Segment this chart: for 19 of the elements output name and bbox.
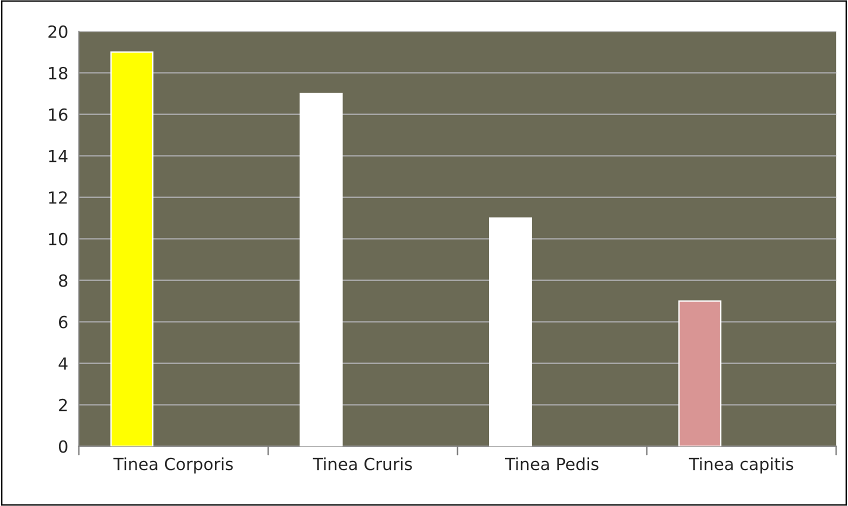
bar <box>488 217 532 446</box>
y-tick-label: 0 <box>58 440 68 453</box>
x-tick-label: Tinea capitis <box>688 457 794 474</box>
x-tick-label: Tinea Pedis <box>505 457 598 470</box>
x-tick-label: Tinea Cruris <box>312 457 412 470</box>
bar <box>678 300 722 446</box>
y-tick-label: 10 <box>49 232 68 246</box>
y-tick-label: 6 <box>59 316 68 328</box>
y-tick-label: 12 <box>49 191 67 204</box>
y-tick-label: 8 <box>58 274 68 287</box>
y-tick-label: 2 <box>59 398 67 412</box>
bar <box>110 51 154 446</box>
y-tick-label: 16 <box>49 108 68 121</box>
y-tick-label: 18 <box>49 66 68 80</box>
y-tick-label: 14 <box>49 150 68 162</box>
y-tick-label: 20 <box>48 25 68 38</box>
y-tick-label: 4 <box>58 357 68 370</box>
x-tick-label: Tinea Corporis <box>113 457 233 474</box>
bar <box>300 92 343 446</box>
